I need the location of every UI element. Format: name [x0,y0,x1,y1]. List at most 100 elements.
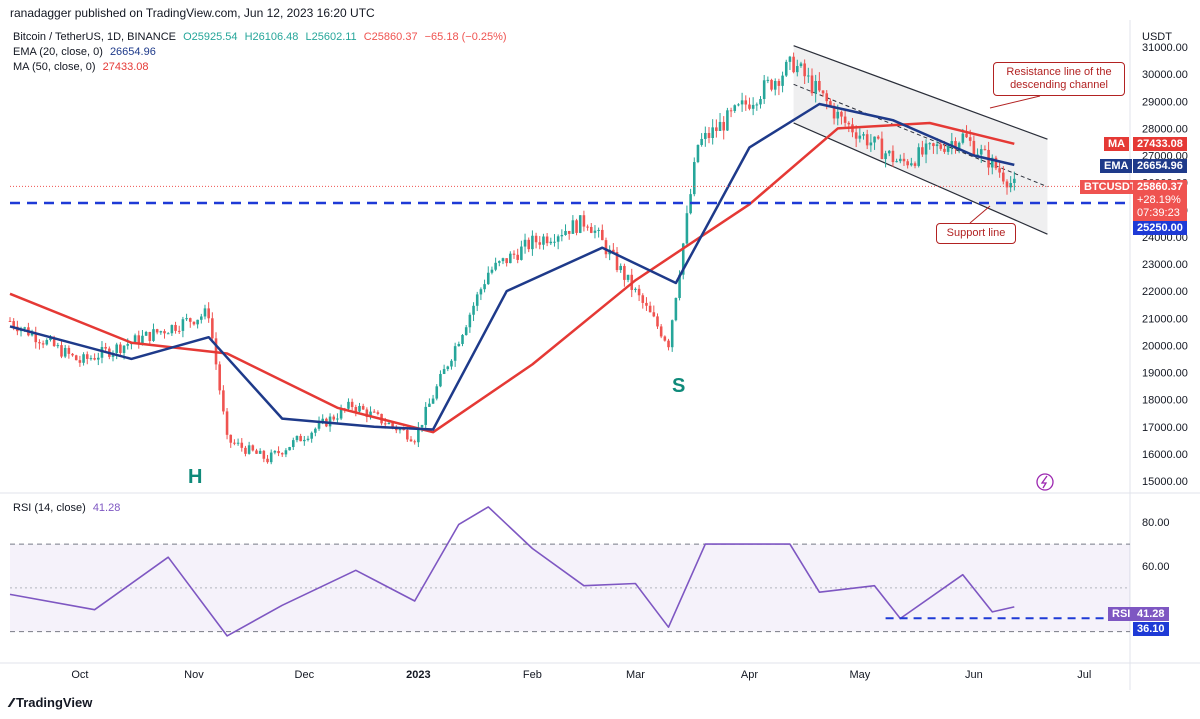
candle-body [729,110,733,112]
candle-body [336,418,339,420]
candle-body [310,432,313,439]
candle-body [571,220,575,234]
candle-body [615,252,619,271]
publish-info: ranadagger published on TradingView.com,… [10,6,375,20]
candle-body [652,312,656,317]
price-tick-label: 18000.00 [1142,395,1188,407]
rsi-tick-label: 80.00 [1142,517,1170,529]
candle-body [545,236,549,244]
rsi-tick-label: 60.00 [1142,561,1170,573]
candle-body [935,144,939,147]
candle-body [126,344,130,346]
channel-mid-line [793,83,1048,188]
candle-body [464,327,468,336]
candle-body [847,122,851,125]
candle-body [943,148,946,152]
candle-body [413,441,416,443]
candle-body [420,424,424,428]
candle-body [601,229,604,241]
time-tick-label: Jun [965,669,983,681]
candle-body [45,340,49,345]
candle-body [435,386,439,399]
head-shoulder-left-label: H [188,466,203,488]
candle-body [115,344,118,353]
candle-body [188,318,192,322]
candle-body [770,79,773,90]
high-value: H26106.48 [244,31,299,43]
candle-body [251,445,255,451]
price-tick-label: 21000.00 [1142,313,1188,325]
candle-body [409,439,413,442]
candle-body [361,405,365,410]
candle-body [722,121,725,131]
candle-body [85,354,89,359]
ma-legend: MA (50, close, 0) 27433.08 [13,61,153,73]
candle-body [291,440,295,448]
candle-body [372,411,376,413]
candle-body [207,308,210,319]
currency-label: USDT [1142,31,1172,43]
candle-body [376,412,380,414]
ma50-line [9,121,1015,434]
candle-body [383,423,387,425]
candle-body [218,364,221,391]
candle-body [895,161,898,163]
candle-body [398,429,402,431]
candle-body [233,442,236,444]
candle-body [737,104,740,106]
candle-body [887,150,891,154]
candle-body [902,158,906,162]
candle-body [873,136,876,143]
candle-body [266,458,269,463]
price-tick-label: 23000.00 [1142,259,1188,271]
candle-body [417,427,420,443]
candle-body [648,305,652,313]
tradingview-brand: TradingView [15,695,93,710]
candle-body [170,325,174,334]
candle-body [858,135,862,139]
ema-price-badge: 26654.96 [1133,159,1187,173]
head-shoulder-right-label: S [672,375,686,397]
candle-body [549,241,553,244]
candle-body [869,142,873,146]
price-tick-label: 30000.00 [1142,69,1188,81]
candle-body [457,343,461,347]
candle-body [453,346,457,361]
candle-body [402,429,405,431]
candle-body [82,354,85,363]
candle-body [670,320,674,348]
candle-body [240,442,244,448]
candle-body [527,239,531,250]
open-value: O25925.54 [183,31,238,43]
candle-body [339,408,343,419]
candle-body [350,401,354,408]
candle-body [910,163,913,166]
candle-body [998,168,1001,173]
candle-body [30,332,34,336]
candle-body [284,450,288,455]
candle-body [965,133,968,138]
candle-body [148,331,152,341]
candle-body [1002,172,1005,182]
candle-body [733,105,737,111]
candle-body [692,162,696,195]
candle-body [575,220,578,233]
time-tick-label: Apr [741,669,758,681]
candle-body [773,80,777,90]
candle-body [983,149,987,151]
candle-body [133,335,137,343]
candle-body [865,134,869,146]
candle-body [155,329,159,333]
candle-body [755,104,759,106]
candle-body [141,335,144,345]
candle-body [196,319,199,325]
candle-body [1013,178,1016,184]
candle-body [836,111,840,119]
tradingview-logo: ⁄⁄ TradingView [10,695,92,710]
candle-body [12,321,15,327]
candle-body [262,450,266,459]
ma-value: 27433.08 [102,61,149,73]
candle-body [876,136,880,139]
candle-body [306,438,310,440]
